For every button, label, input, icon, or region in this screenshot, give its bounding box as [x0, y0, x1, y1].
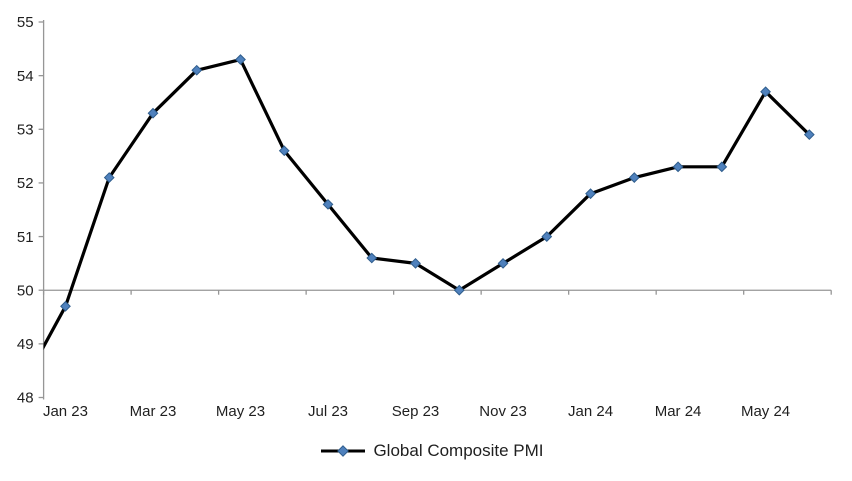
- data-point-marker: [410, 257, 421, 269]
- x-axis-tick-label: Sep 23: [392, 403, 440, 420]
- data-point-marker: [103, 172, 115, 183]
- data-point-marker: [278, 145, 290, 157]
- x-axis-labels: Jan 23 Mar 23 May 23 Jul 23 Sep 23 Nov 23 Jan …: [43, 403, 790, 420]
- data-point-marker: [60, 300, 71, 312]
- x-axis-tick-label: May 24: [741, 403, 790, 420]
- data-point-marker: [628, 172, 640, 183]
- series-global-composite-pmi: [43, 54, 815, 350]
- x-axis-tick-label: Jul 23: [308, 403, 348, 420]
- y-axis-tick-label: 54: [17, 68, 34, 85]
- data-point-marker: [760, 86, 771, 98]
- y-axis-tick-label: 51: [17, 229, 34, 246]
- series-line: [43, 57, 811, 350]
- data-point-marker: [803, 129, 815, 141]
- y-axis-tick-label: 49: [17, 336, 34, 353]
- data-point-marker: [453, 284, 465, 296]
- data-point-marker: [147, 107, 159, 119]
- data-point-marker: [585, 188, 596, 200]
- y-axis-tick-label: 55: [17, 14, 34, 31]
- y-axis-tick-label: 50: [17, 282, 34, 299]
- y-axis-tick-label: 48: [17, 390, 34, 407]
- legend-label: Global Composite PMI: [373, 441, 544, 460]
- data-point-marker: [541, 231, 553, 242]
- y-axis-tick-label: 53: [17, 121, 34, 138]
- legend-marker: [337, 445, 350, 457]
- chart-legend: Global Composite PMI: [0, 439, 852, 463]
- data-point-marker: [716, 161, 728, 173]
- y-axis: [38, 20, 45, 400]
- data-point-marker: [497, 257, 509, 269]
- y-axis-tick-label: 52: [17, 175, 34, 192]
- x-axis-tick-label: Nov 23: [479, 403, 527, 420]
- x-axis-tick-label: Mar 23: [130, 403, 177, 420]
- data-point-marker: [235, 54, 246, 65]
- data-point-marker: [322, 198, 334, 210]
- x-axis: [42, 289, 832, 295]
- data-point-marker: [191, 64, 203, 76]
- x-axis-tick-label: Jan 24: [568, 403, 613, 420]
- data-point-marker: [366, 252, 378, 264]
- y-axis-labels: 48 49 50 51 52 53 54 55: [17, 14, 34, 407]
- legend-line-marker-icon: [321, 445, 366, 457]
- x-axis-tick-label: Mar 24: [655, 403, 702, 420]
- data-point-marker: [672, 161, 684, 173]
- x-axis-tick-label: May 23: [216, 403, 265, 420]
- x-axis-tick-label: Jan 23: [43, 403, 88, 420]
